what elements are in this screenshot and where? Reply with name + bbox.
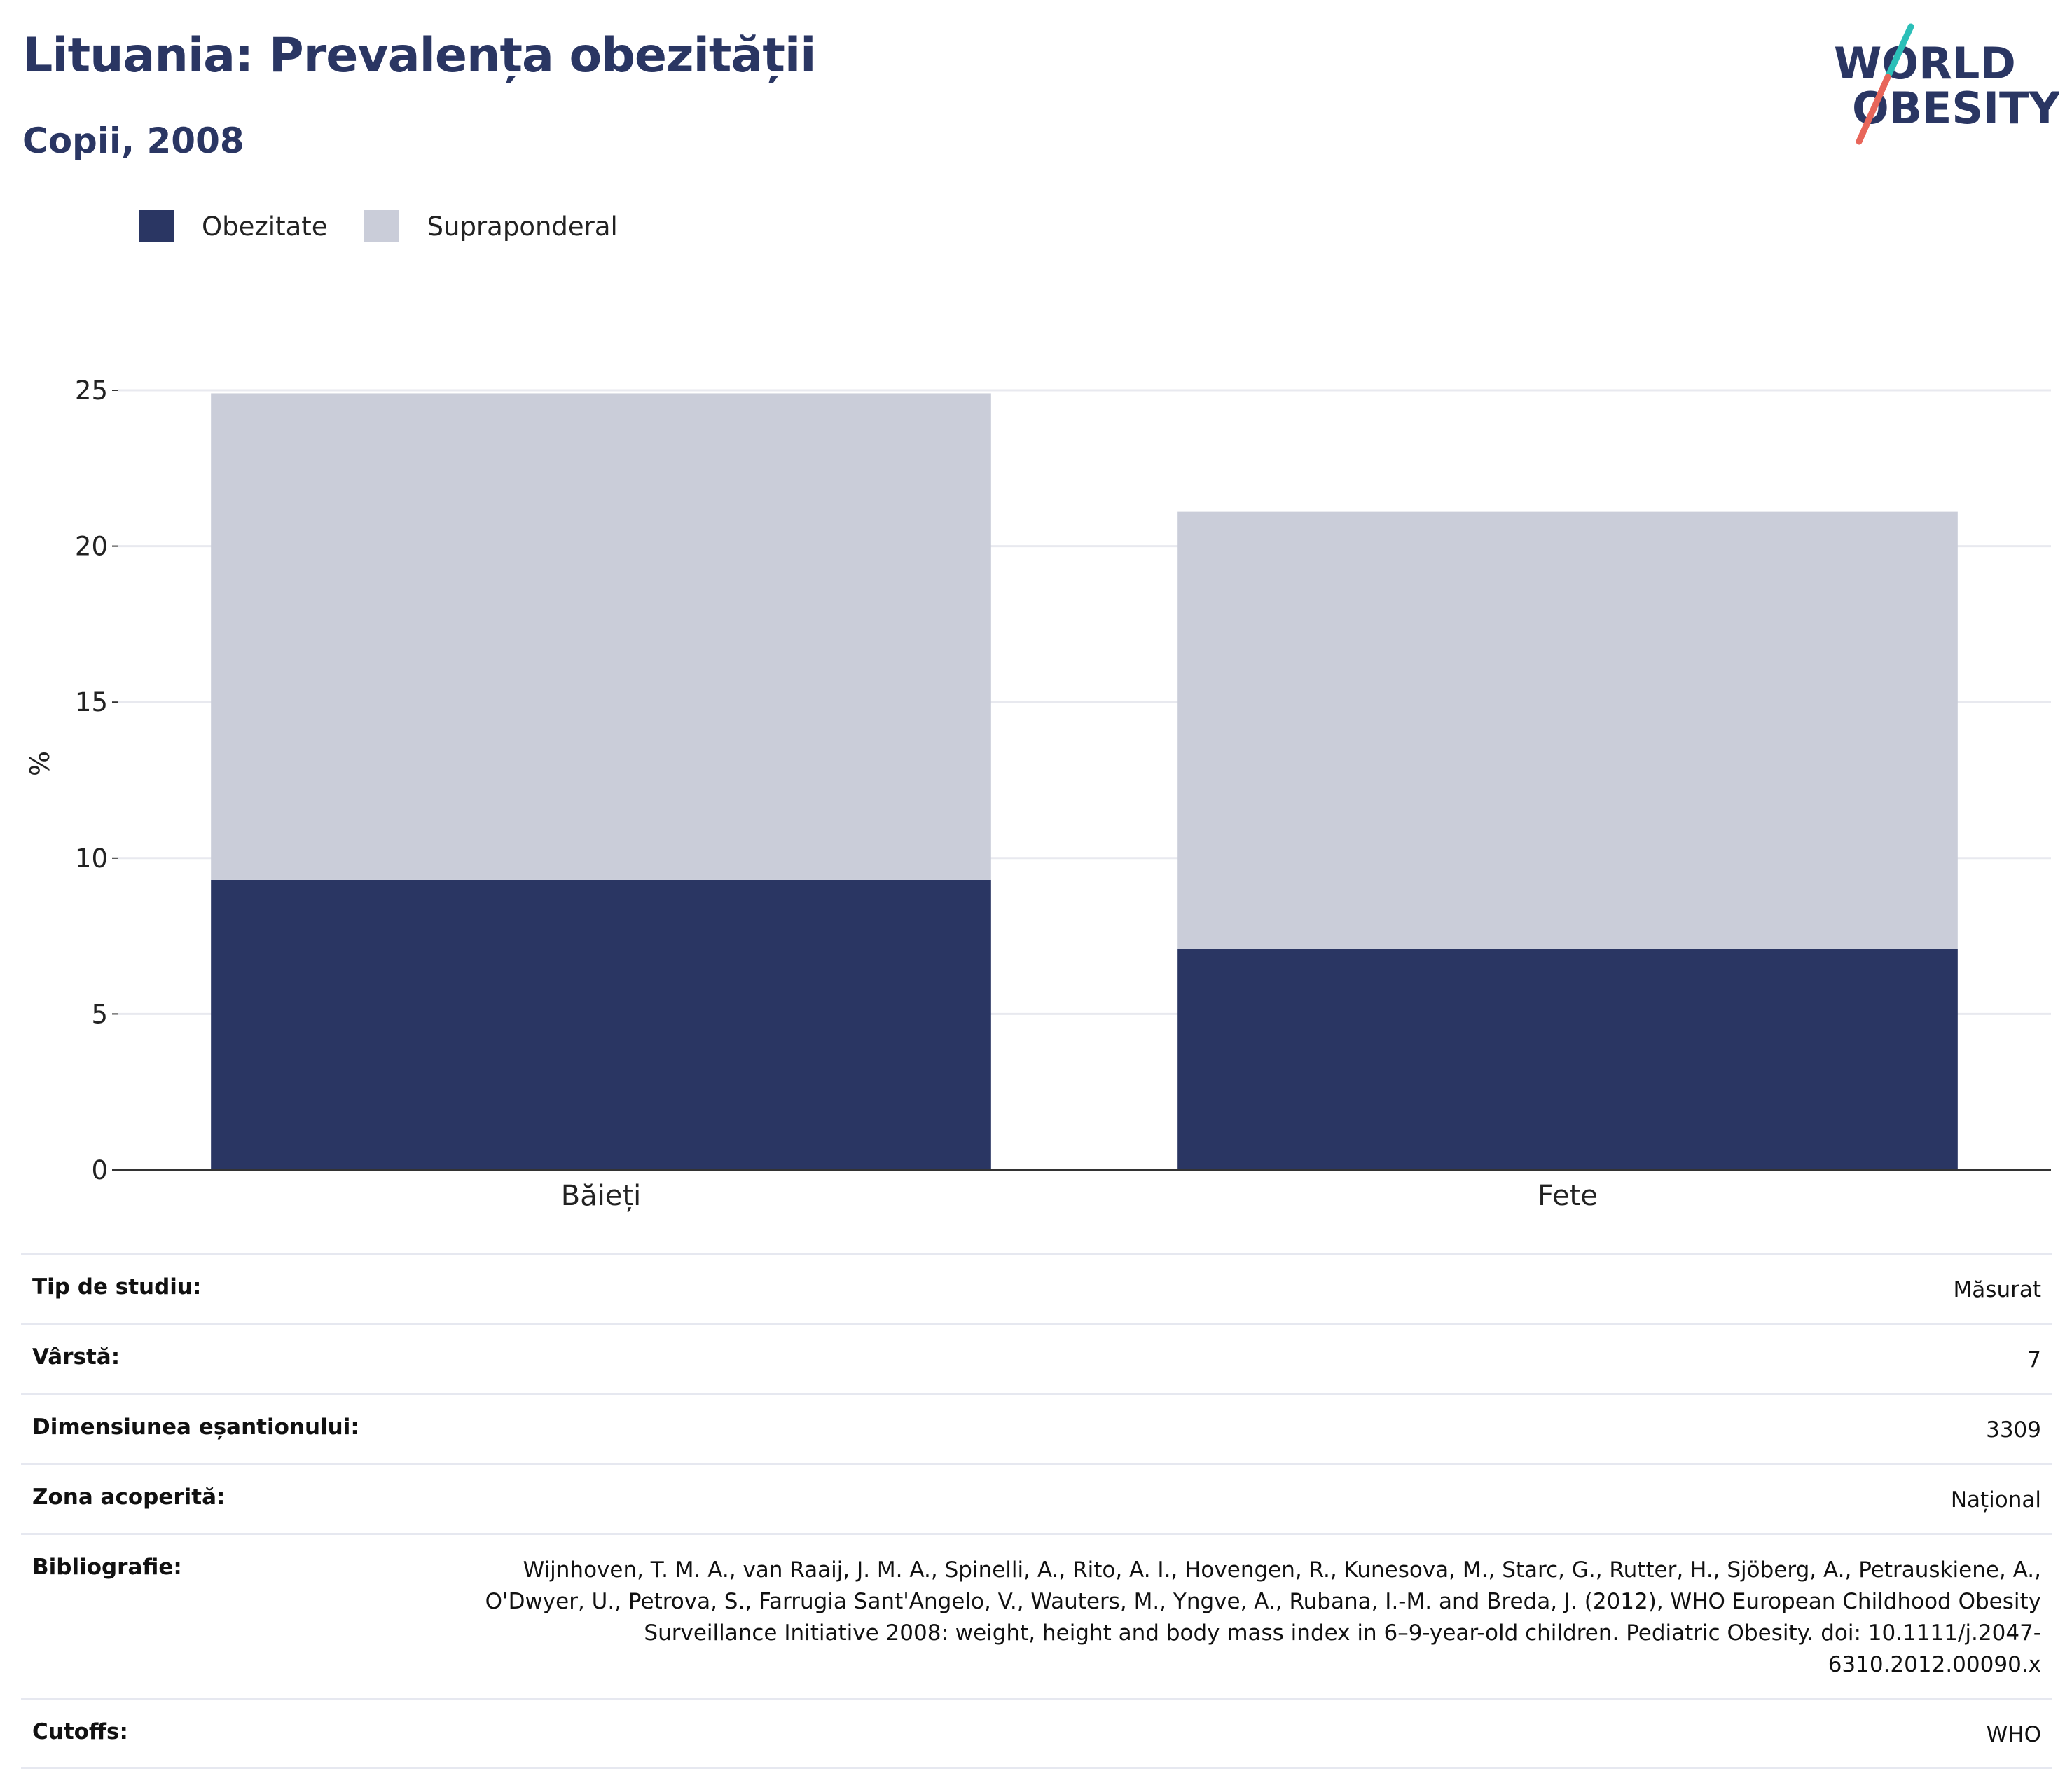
world-obesity-logo: WORLD OBESITY xyxy=(1821,21,2059,147)
legend-label-obezitate: Obezitate xyxy=(202,212,328,242)
details-row-label: Zona acoperită: xyxy=(32,1485,225,1510)
details-row: Tip de studiu: Măsurat xyxy=(21,1253,2052,1323)
details-row-label: Tip de studiu: xyxy=(32,1274,201,1300)
y-tick-label: 20 xyxy=(75,532,108,562)
legend-item-obezitate[interactable]: Obezitate xyxy=(139,210,328,242)
details-row-label: Cutoffs: xyxy=(32,1719,128,1744)
y-tick-label: 0 xyxy=(91,1155,108,1185)
bar-supraponderal[interactable] xyxy=(1177,512,1958,949)
details-row: Bibliografie: Wijnhoven, T. M. A., van Ra… xyxy=(21,1533,2052,1698)
details-row: Cutoffs: WHO xyxy=(21,1698,2052,1769)
y-tick-label: 5 xyxy=(91,999,108,1029)
study-details-table: Tip de studiu: Măsurat Vârstă: 7 Dimensiunea… xyxy=(21,1253,2052,1769)
details-row-label: Dimensiunea eșantionului: xyxy=(32,1414,359,1440)
details-row-value: 7 xyxy=(2027,1344,2041,1376)
details-row-value: Național xyxy=(1951,1485,2041,1516)
page-subtitle: Copii, 2008 xyxy=(22,121,244,161)
details-row-value: WHO xyxy=(1987,1719,2041,1751)
chart-legend: Obezitate Supraponderal xyxy=(139,210,654,242)
y-axis-label: % xyxy=(25,751,55,776)
legend-item-supraponderal[interactable]: Supraponderal xyxy=(364,210,618,242)
logo-text-world: WORLD xyxy=(1834,38,2016,89)
details-row: Vârstă: 7 xyxy=(21,1323,2052,1393)
details-row: Dimensiunea eșantionului: 3309 xyxy=(21,1393,2052,1463)
bar-supraponderal[interactable] xyxy=(211,393,991,880)
details-row-value: Wijnhoven, T. M. A., van Raaij, J. M. A.… xyxy=(465,1555,2041,1681)
y-tick-label: 25 xyxy=(75,376,108,406)
details-row: Zona acoperită: Național xyxy=(21,1463,2052,1533)
page-title: Lituania: Prevalența obezității xyxy=(22,28,815,83)
details-row-label: Vârstă: xyxy=(32,1344,120,1370)
details-row-label: Bibliografie: xyxy=(32,1555,182,1580)
y-tick-label: 15 xyxy=(75,687,108,717)
details-row-value: 3309 xyxy=(1986,1414,2041,1446)
legend-label-supraponderal: Supraponderal xyxy=(427,212,618,242)
bar-obezitate[interactable] xyxy=(211,880,991,1170)
stacked-bar-chart: 0 5 10 15 20 25 Băieți Fete % xyxy=(0,336,2072,1219)
y-tick-label: 10 xyxy=(75,844,108,874)
bar-obezitate[interactable] xyxy=(1177,949,1958,1170)
legend-swatch-obezitate xyxy=(139,210,174,242)
legend-swatch-supraponderal xyxy=(364,210,399,242)
chart-bars xyxy=(211,393,1958,1170)
details-row-value: Măsurat xyxy=(1954,1274,2041,1306)
x-tick-label: Fete xyxy=(1538,1180,1598,1212)
x-tick-label: Băieți xyxy=(561,1180,641,1212)
